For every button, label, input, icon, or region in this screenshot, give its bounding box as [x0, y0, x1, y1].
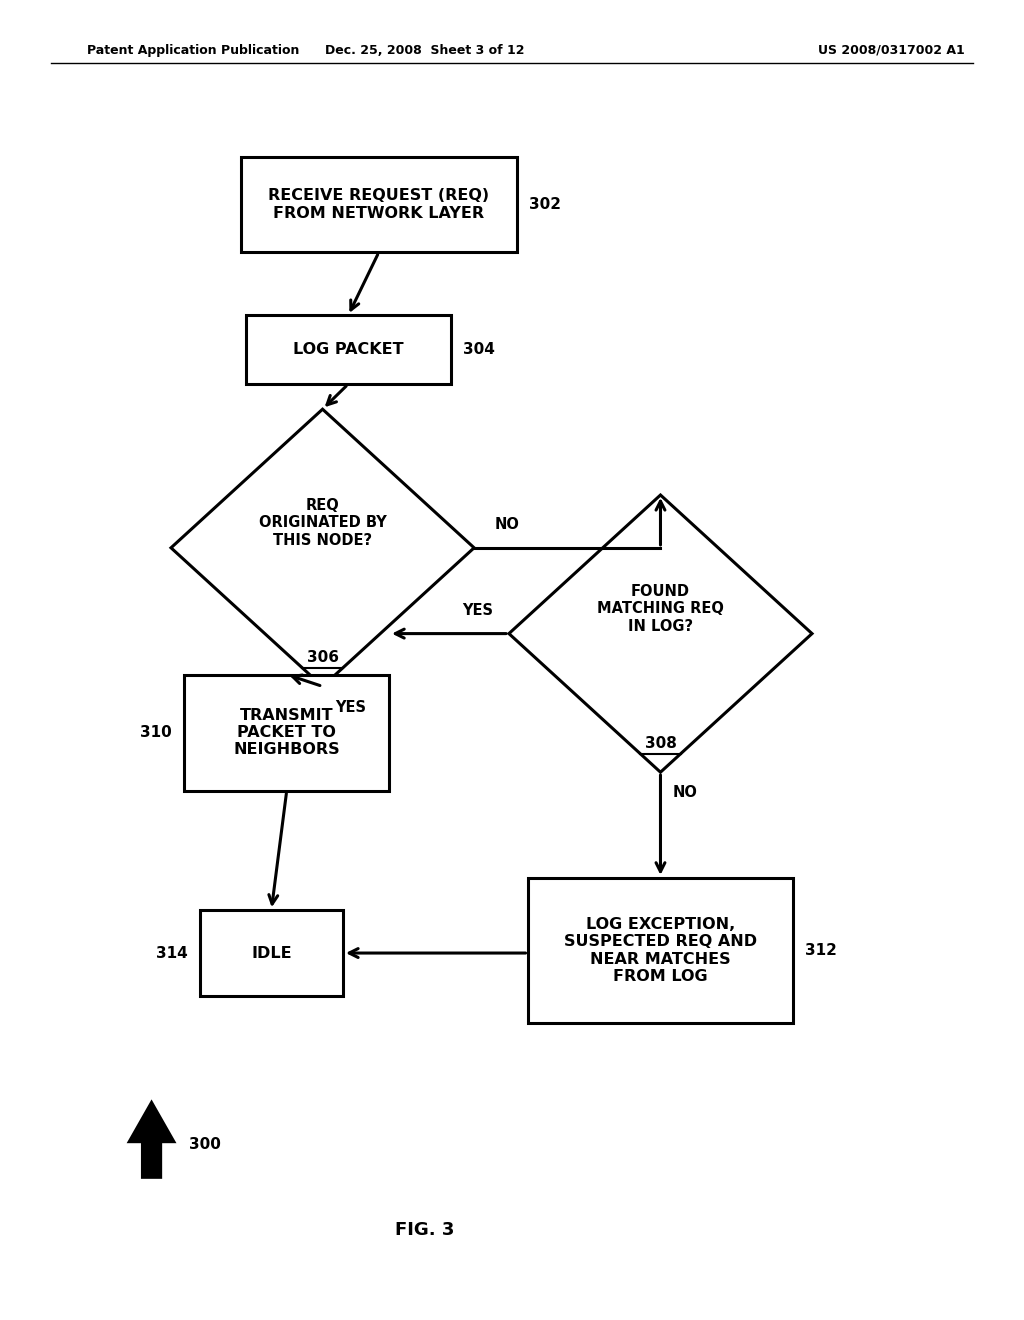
Text: LOG PACKET: LOG PACKET: [293, 342, 403, 358]
Text: 314: 314: [156, 945, 187, 961]
Text: FIG. 3: FIG. 3: [395, 1221, 455, 1239]
Text: 302: 302: [529, 197, 561, 213]
Text: NO: NO: [673, 785, 697, 800]
FancyBboxPatch shape: [241, 157, 517, 252]
Polygon shape: [171, 409, 474, 686]
Text: TRANSMIT
PACKET TO
NEIGHBORS: TRANSMIT PACKET TO NEIGHBORS: [233, 708, 340, 758]
Text: IDLE: IDLE: [251, 945, 292, 961]
FancyBboxPatch shape: [528, 878, 793, 1023]
Polygon shape: [509, 495, 812, 772]
Polygon shape: [129, 1102, 174, 1177]
FancyBboxPatch shape: [184, 675, 389, 791]
Text: YES: YES: [463, 603, 494, 618]
Text: Dec. 25, 2008  Sheet 3 of 12: Dec. 25, 2008 Sheet 3 of 12: [326, 44, 524, 57]
Text: NO: NO: [495, 517, 519, 532]
Text: 306: 306: [306, 649, 339, 665]
Text: 300: 300: [189, 1137, 221, 1152]
Text: LOG EXCEPTION,
SUSPECTED REQ AND
NEAR MATCHES
FROM LOG: LOG EXCEPTION, SUSPECTED REQ AND NEAR MA…: [564, 917, 757, 983]
Text: YES: YES: [335, 700, 366, 714]
Text: 310: 310: [140, 725, 172, 741]
Text: 304: 304: [463, 342, 495, 358]
FancyBboxPatch shape: [200, 911, 343, 995]
Text: Patent Application Publication: Patent Application Publication: [87, 44, 299, 57]
Text: 312: 312: [805, 942, 837, 958]
Text: REQ
ORIGINATED BY
THIS NODE?: REQ ORIGINATED BY THIS NODE?: [259, 498, 386, 548]
Text: RECEIVE REQUEST (REQ)
FROM NETWORK LAYER: RECEIVE REQUEST (REQ) FROM NETWORK LAYER: [268, 189, 489, 220]
Text: FOUND
MATCHING REQ
IN LOG?: FOUND MATCHING REQ IN LOG?: [597, 583, 724, 634]
FancyBboxPatch shape: [246, 315, 451, 384]
Text: 308: 308: [644, 735, 677, 751]
Text: US 2008/0317002 A1: US 2008/0317002 A1: [817, 44, 965, 57]
